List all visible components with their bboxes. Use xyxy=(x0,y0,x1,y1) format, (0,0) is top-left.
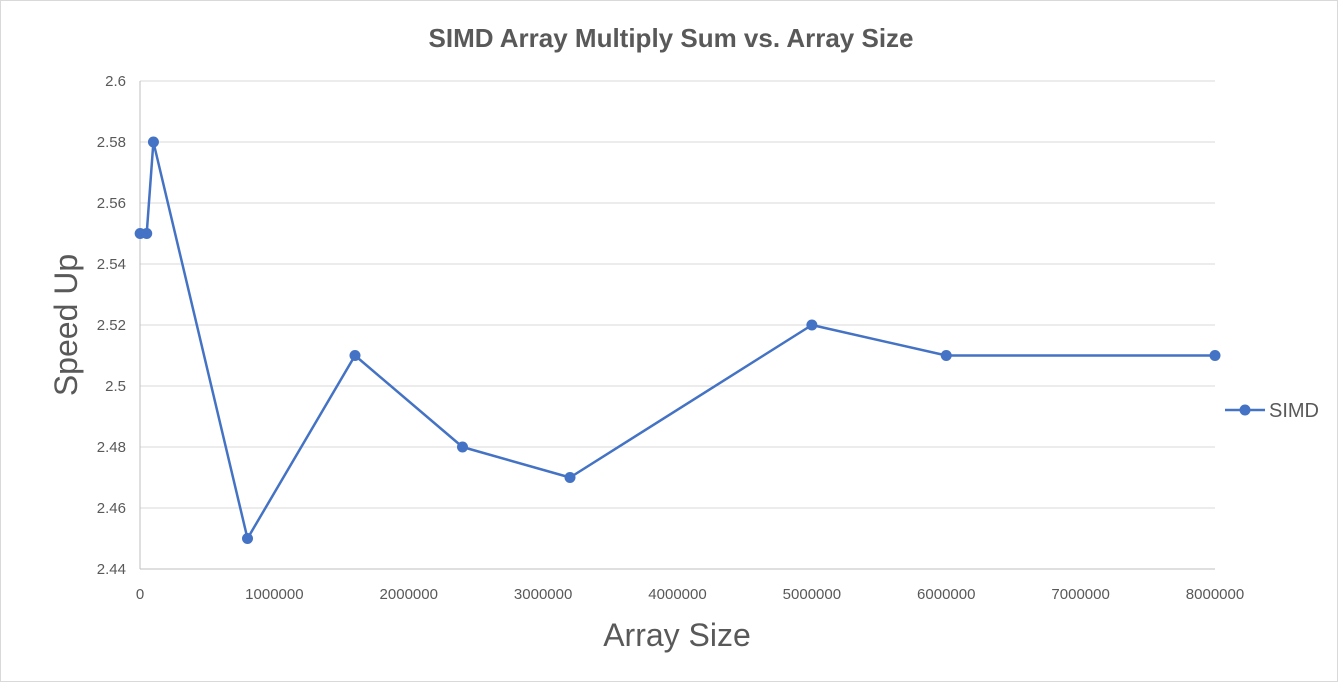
y-tick-label: 2.46 xyxy=(97,500,126,517)
x-tick-label: 2000000 xyxy=(380,586,438,603)
data-point[interactable] xyxy=(349,350,361,361)
data-point[interactable] xyxy=(141,228,153,239)
data-point[interactable] xyxy=(242,533,253,544)
data-point[interactable] xyxy=(1209,350,1221,361)
data-point[interactable] xyxy=(457,441,468,453)
x-axis-title: Array Size xyxy=(603,617,751,653)
data-point[interactable] xyxy=(147,136,159,148)
grid-lines xyxy=(139,80,1215,570)
x-tick-label: 3000000 xyxy=(514,586,572,603)
x-tick-label: 7000000 xyxy=(1051,586,1109,603)
data-point[interactable] xyxy=(940,350,952,361)
y-tick-label: 2.6 xyxy=(105,73,126,90)
tick-labels: 2.44 2.46 2.48 2.5 2.52 2.54 2.56 2.58 2.6 0 10000… xyxy=(97,73,1244,603)
legend-marker xyxy=(1239,404,1251,416)
y-tick-label: 2.52 xyxy=(97,317,126,334)
y-tick-label: 2.5 xyxy=(105,378,126,395)
x-tick-label: 5000000 xyxy=(783,586,841,603)
y-tick-label: 2.58 xyxy=(97,134,126,151)
x-tick-label: 1000000 xyxy=(245,586,303,603)
x-tick-label: 0 xyxy=(136,586,144,603)
x-tick-label: 4000000 xyxy=(648,586,706,603)
x-tick-label: 6000000 xyxy=(917,586,975,603)
chart-title: SIMD Array Multiply Sum vs. Array Size xyxy=(429,23,914,53)
legend[interactable]: SIMD xyxy=(1225,400,1319,422)
data-point[interactable] xyxy=(564,472,576,483)
series-layer xyxy=(134,136,1221,544)
legend-label: SIMD xyxy=(1269,400,1319,422)
series-line-simd xyxy=(140,140,1215,540)
y-axis-title: Speed Up xyxy=(48,254,84,396)
y-tick-label: 2.44 xyxy=(97,561,126,578)
x-tick-label: 8000000 xyxy=(1186,586,1244,603)
y-tick-label: 2.56 xyxy=(97,195,126,212)
y-tick-label: 2.48 xyxy=(97,439,126,456)
data-point[interactable] xyxy=(806,319,818,331)
y-tick-label: 2.54 xyxy=(97,256,126,273)
